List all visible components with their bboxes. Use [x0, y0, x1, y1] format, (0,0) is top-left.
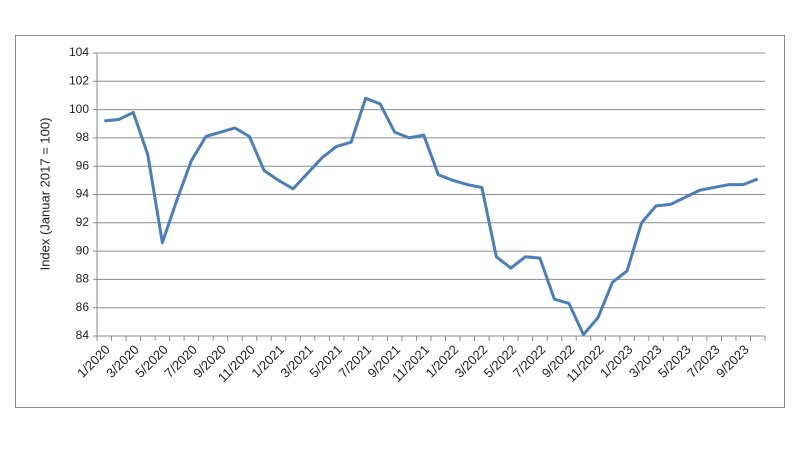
y-tick-label: 100	[69, 102, 89, 116]
y-tick-label: 92	[76, 215, 90, 229]
y-tick-label: 102	[69, 73, 89, 87]
y-tick-label: 88	[76, 272, 90, 286]
y-axis-label: Index (Januar 2017 = 100)	[37, 118, 52, 271]
y-tick-label: 90	[76, 243, 90, 257]
y-tick-label: 84	[76, 328, 90, 342]
y-tick-label: 86	[76, 300, 90, 314]
data-line	[104, 96, 759, 337]
chart-frame	[15, 35, 785, 408]
y-tick-label: 94	[76, 187, 90, 201]
y-tick-label: 104	[69, 45, 89, 59]
x-tick-label: 9/2023	[713, 342, 752, 381]
y-tick-label: 96	[76, 158, 90, 172]
y-tick-label: 98	[76, 130, 90, 144]
